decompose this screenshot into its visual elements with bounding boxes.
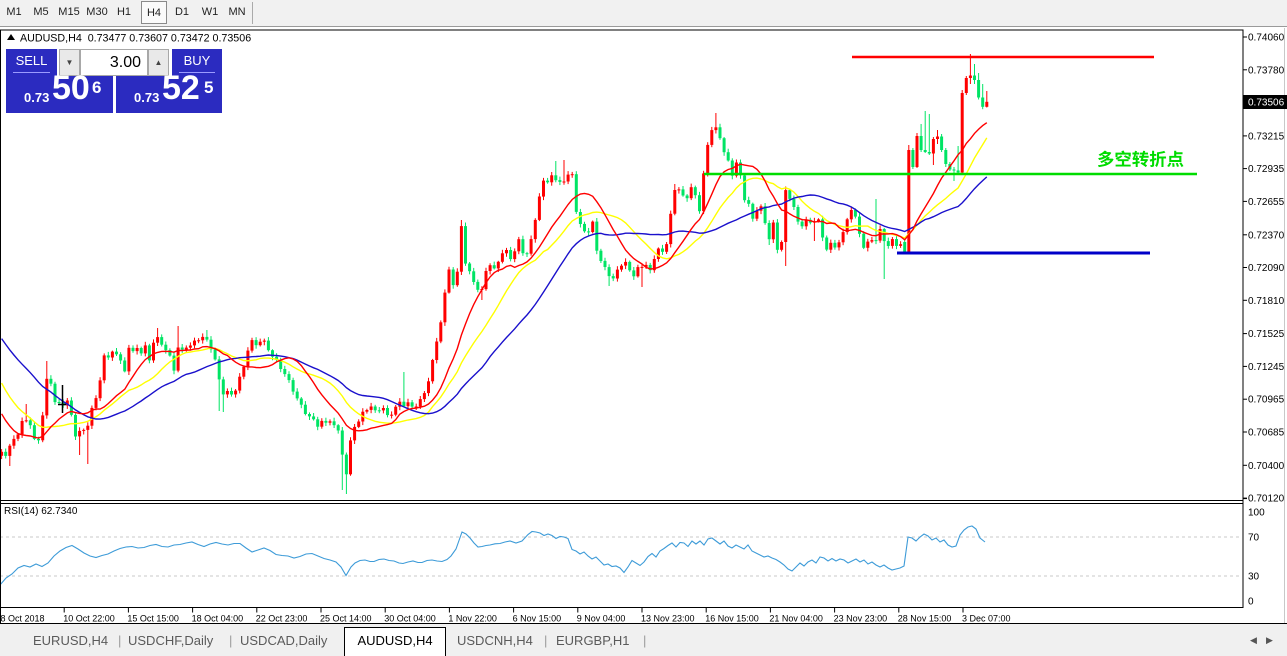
- svg-text:16 Nov 15:00: 16 Nov 15:00: [705, 614, 759, 624]
- svg-text:10 Oct 22:00: 10 Oct 22:00: [63, 614, 115, 624]
- svg-text:13 Nov 23:00: 13 Nov 23:00: [641, 614, 695, 624]
- svg-text:1 Nov 22:00: 1 Nov 22:00: [448, 614, 497, 624]
- svg-text:0.71810: 0.71810: [1248, 296, 1285, 307]
- svg-text:0.72370: 0.72370: [1248, 230, 1285, 241]
- svg-text:RSI(14) 62.7340: RSI(14) 62.7340: [4, 506, 78, 517]
- svg-text:0.73215: 0.73215: [1248, 131, 1285, 142]
- svg-text:18 Oct 04:00: 18 Oct 04:00: [192, 614, 244, 624]
- svg-text:30 Oct 04:00: 30 Oct 04:00: [384, 614, 436, 624]
- svg-text:0.70685: 0.70685: [1248, 428, 1285, 439]
- svg-text:70: 70: [1248, 533, 1260, 544]
- svg-text:0.72090: 0.72090: [1248, 263, 1285, 274]
- svg-text:0.73506: 0.73506: [1248, 98, 1285, 109]
- svg-text:0.72935: 0.72935: [1248, 164, 1285, 175]
- svg-text:0: 0: [1248, 597, 1254, 608]
- svg-text:100: 100: [1248, 508, 1265, 519]
- svg-text:8 Oct 2018: 8 Oct 2018: [1, 614, 45, 624]
- svg-text:9 Nov 04:00: 9 Nov 04:00: [577, 614, 626, 624]
- svg-text:15 Oct 15:00: 15 Oct 15:00: [127, 614, 179, 624]
- svg-text:0.71525: 0.71525: [1248, 329, 1285, 340]
- svg-text:0.70120: 0.70120: [1248, 494, 1285, 505]
- svg-text:28 Nov 15:00: 28 Nov 15:00: [898, 614, 952, 624]
- svg-text:0.70400: 0.70400: [1248, 461, 1285, 472]
- svg-text:6 Nov 15:00: 6 Nov 15:00: [513, 614, 562, 624]
- svg-text:3 Dec 07:00: 3 Dec 07:00: [962, 614, 1011, 624]
- svg-text:23 Nov 23:00: 23 Nov 23:00: [834, 614, 888, 624]
- svg-text:21 Nov 04:00: 21 Nov 04:00: [769, 614, 823, 624]
- svg-text:25 Oct 14:00: 25 Oct 14:00: [320, 614, 372, 624]
- svg-text:30: 30: [1248, 572, 1260, 583]
- svg-text:0.73780: 0.73780: [1248, 65, 1285, 76]
- svg-text:0.71245: 0.71245: [1248, 362, 1285, 373]
- svg-text:22 Oct 23:00: 22 Oct 23:00: [256, 614, 308, 624]
- svg-text:0.70965: 0.70965: [1248, 395, 1285, 406]
- svg-text:0.74060: 0.74060: [1248, 33, 1285, 44]
- svg-text:0.72655: 0.72655: [1248, 197, 1285, 208]
- svg-text:AUDUSD,H4 0.73477 0.73607 0.7: AUDUSD,H4 0.73477 0.73607 0.73472 0.7350…: [20, 33, 251, 45]
